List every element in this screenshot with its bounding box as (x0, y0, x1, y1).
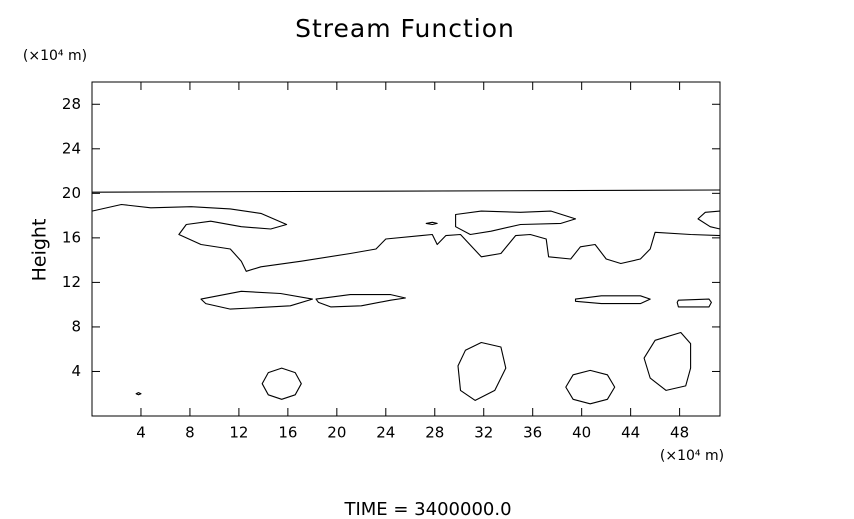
contour-line (135, 392, 142, 396)
contour-line (200, 290, 313, 310)
contour-line (574, 295, 651, 305)
y-tick-label: 16 (62, 228, 81, 246)
y-axis-label: Height (29, 219, 51, 282)
y-tick-label: 4 (71, 362, 81, 380)
footer: TIME = 3400000.0 (343, 499, 511, 519)
x-tick-label: 8 (185, 424, 195, 442)
contour-line (643, 331, 692, 391)
x-tick-label: 40 (572, 424, 591, 442)
x-tick-label: 12 (229, 424, 248, 442)
contour-line (425, 221, 438, 226)
y-unit: (×10⁴ m) (23, 48, 87, 64)
contour-line (676, 298, 712, 308)
y-tick-label: 28 (62, 95, 81, 113)
contour-line (315, 294, 406, 308)
y-tick-label: 24 (62, 139, 81, 157)
contour-line (91, 203, 721, 272)
contour-line (455, 210, 577, 236)
plot-frame (91, 81, 721, 417)
x-tick-label: 16 (278, 424, 297, 442)
y-tick-label: 12 (62, 273, 81, 291)
contour-line (261, 367, 302, 400)
contour-line (565, 369, 616, 405)
y-tick-label: 8 (71, 317, 81, 335)
x-unit: (×10⁴ m) (660, 448, 724, 464)
contour-line (91, 189, 721, 193)
x-tick-label: 24 (376, 424, 395, 442)
x-tick-label: 36 (523, 424, 542, 442)
chart-title: Stream Function (295, 14, 515, 43)
y-tick-label: 20 (62, 184, 81, 202)
x-tick-label: 44 (621, 424, 640, 442)
contour-line (697, 210, 721, 230)
x-tick-label: 20 (327, 424, 346, 442)
x-tick-label: 28 (425, 424, 444, 442)
x-tick-label: 48 (670, 424, 689, 442)
x-tick-label: 32 (474, 424, 493, 442)
x-tick-label: 4 (136, 424, 146, 442)
contour-line (457, 341, 507, 401)
